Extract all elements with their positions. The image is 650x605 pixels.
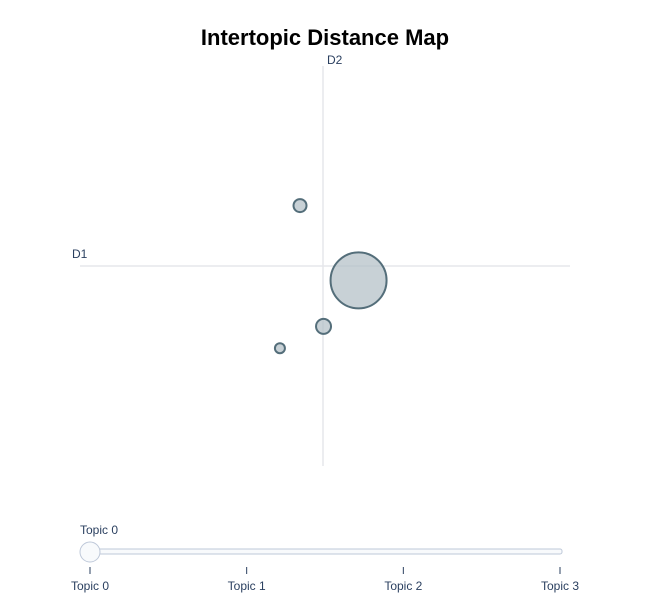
topic-bubble-3[interactable] (273, 342, 286, 355)
slider-step-label-1[interactable]: Topic 1 (228, 579, 266, 593)
topic-bubble-2[interactable] (315, 317, 333, 335)
slider-step-label-2[interactable]: Topic 2 (384, 579, 422, 593)
axes-group: D1 D2 (72, 53, 570, 466)
topic-slider[interactable]: Topic 0 Topic 0 Topic 1 Topic 2 Topic 3 (71, 523, 579, 593)
topic-bubble-0[interactable] (329, 251, 388, 310)
topic-bubble-1[interactable] (292, 198, 308, 214)
slider-step-label-3[interactable]: Topic 3 (541, 579, 579, 593)
slider-ticks: Topic 0 Topic 1 Topic 2 Topic 3 (71, 567, 579, 593)
topic-bubbles (273, 198, 388, 355)
d2-axis-label: D2 (327, 53, 343, 67)
slider-track[interactable] (89, 548, 563, 555)
slider-current-value: Topic 0 (80, 523, 118, 537)
slider-handle[interactable] (79, 541, 101, 563)
d1-axis-label: D1 (72, 247, 88, 261)
chart-title: Intertopic Distance Map (201, 25, 449, 50)
slider-step-label-0[interactable]: Topic 0 (71, 579, 109, 593)
